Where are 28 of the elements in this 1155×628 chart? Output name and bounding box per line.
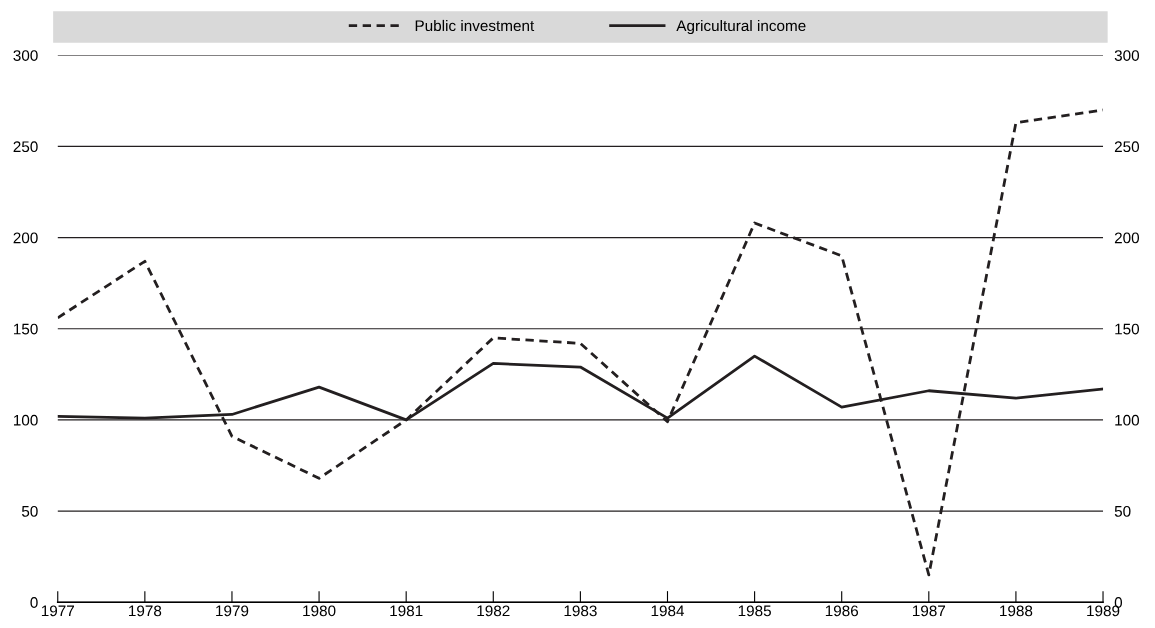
x-tick-label: 1977 <box>41 605 74 617</box>
x-tick-label: 1982 <box>477 605 510 617</box>
y2-tick-label: 300 <box>1114 50 1140 61</box>
x-tick-label: 1985 <box>738 605 771 617</box>
x-tick-label: 1987 <box>912 605 946 617</box>
y2-tick-label: 50 <box>1114 505 1131 517</box>
y-tick-label: 200 <box>13 232 38 244</box>
y2-tick-label: 150 <box>1115 323 1140 335</box>
x-tick-label: 1979 <box>216 605 249 617</box>
x-tick-label: 1986 <box>825 605 859 617</box>
y2-tick-label: 250 <box>1114 141 1140 153</box>
legend-label: Public investment <box>415 19 535 32</box>
y-tick-label: 250 <box>13 141 38 153</box>
x-tick-label: 1984 <box>651 605 685 617</box>
y-tick-label: 0 <box>30 597 38 608</box>
y-tick-label: 300 <box>13 50 38 61</box>
legend-label: Agricultural income <box>676 19 806 35</box>
line-series <box>57 108 1104 577</box>
y2-tick-label: 200 <box>1114 232 1140 244</box>
x-tick-label: 1988 <box>1000 605 1033 617</box>
y-tick-label: 100 <box>13 414 38 426</box>
x-tick-label: 1981 <box>390 605 423 617</box>
x-tick-label: 1978 <box>129 605 162 617</box>
x-tick-label: 1980 <box>303 605 336 617</box>
y2-tick-label: 100 <box>1115 414 1140 426</box>
y-tick-label: 150 <box>13 323 38 335</box>
y-tick-label: 50 <box>21 505 38 517</box>
x-tick-label: 1983 <box>564 605 597 617</box>
